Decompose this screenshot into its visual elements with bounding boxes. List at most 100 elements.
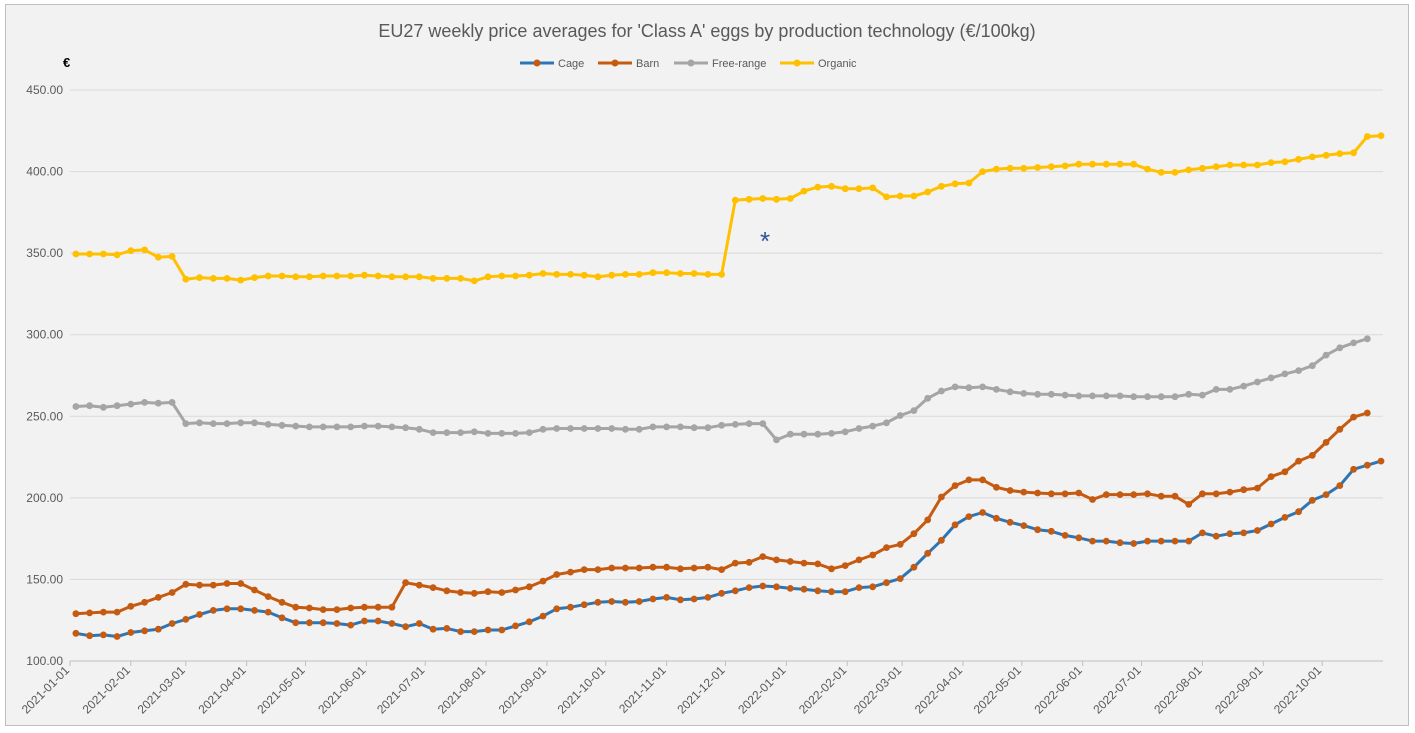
data-point: [677, 423, 684, 431]
data-point: [374, 422, 382, 430]
y-tick-label: 300.00: [26, 328, 63, 342]
data-point: [828, 430, 835, 437]
y-tick-label: 350.00: [26, 246, 63, 260]
data-point: [1308, 362, 1316, 370]
data-point: [910, 563, 918, 571]
data-point: [251, 274, 258, 281]
data-point: [347, 621, 355, 629]
x-tick-label: 2021-02-01: [80, 663, 134, 717]
data-point: [347, 423, 355, 431]
data-point: [690, 595, 698, 603]
data-point: [1212, 163, 1220, 171]
data-point: [429, 584, 437, 591]
data-point: [690, 424, 698, 432]
data-point: [1336, 150, 1344, 158]
x-tick-label: 2022-09-01: [1212, 663, 1266, 717]
data-point: [1350, 149, 1357, 157]
data-point: [1130, 160, 1138, 168]
data-point: [745, 195, 753, 203]
data-point: [1075, 489, 1083, 497]
data-point: [704, 271, 712, 278]
data-point: [580, 601, 588, 609]
data-point: [113, 251, 121, 259]
data-point: [278, 614, 286, 622]
data-point: [649, 269, 657, 277]
legend-label: Organic: [818, 58, 857, 70]
data-point: [1185, 537, 1193, 545]
data-point: [457, 429, 464, 436]
data-point: [883, 579, 890, 587]
data-point: [896, 412, 904, 419]
data-point: [663, 594, 670, 601]
x-tick-label: 2021-07-01: [374, 663, 428, 717]
data-point: [841, 185, 849, 193]
data-point: [443, 625, 451, 632]
data-point: [361, 603, 368, 611]
chart-frame: [5, 4, 1409, 726]
data-point: [855, 584, 863, 591]
x-tick-label: 2022-07-01: [1090, 663, 1144, 717]
data-point: [1377, 132, 1385, 140]
data-point: [1267, 159, 1275, 167]
data-point: [1185, 501, 1193, 508]
data-point: [580, 425, 588, 432]
data-point: [1281, 158, 1289, 166]
data-point: [594, 566, 602, 573]
data-point: [209, 581, 217, 589]
data-point: [1006, 487, 1014, 494]
data-point: [168, 399, 176, 406]
data-point: [1171, 492, 1179, 500]
series-line: [75, 459, 1382, 638]
x-tick-label: 2021-04-01: [195, 663, 249, 717]
data-point: [1047, 490, 1055, 498]
data-point: [319, 272, 327, 280]
y-tick-label: 200.00: [26, 491, 63, 505]
data-point: [759, 553, 767, 560]
data-point: [814, 430, 822, 438]
data-point: [663, 269, 670, 277]
legend-label: Barn: [636, 58, 659, 70]
data-point: [402, 273, 409, 281]
series-layer: [72, 132, 1385, 640]
y-tick-label: 100.00: [26, 654, 63, 668]
data-point: [622, 425, 629, 433]
data-point: [608, 598, 616, 605]
data-point: [1240, 161, 1248, 169]
data-point: [306, 604, 313, 612]
data-point: [484, 626, 492, 634]
legend-item-organic: Organic: [780, 58, 857, 70]
data-point: [1102, 392, 1110, 400]
data-point: [154, 625, 162, 633]
legend-item-barn: Barn: [598, 58, 659, 70]
data-point: [924, 394, 932, 402]
x-tick-label: 2021-11-01: [616, 663, 669, 716]
data-point: [580, 566, 588, 573]
data-point: [1377, 457, 1385, 465]
data-point: [677, 565, 684, 573]
data-point: [1199, 529, 1206, 537]
data-point: [924, 549, 932, 557]
data-point: [457, 589, 464, 596]
data-point: [415, 620, 423, 627]
data-point: [773, 195, 780, 203]
data-point: [1336, 344, 1344, 352]
data-point: [498, 272, 506, 280]
data-point: [1336, 482, 1344, 489]
data-point: [223, 275, 231, 282]
data-point: [567, 425, 574, 432]
data-point: [1034, 164, 1041, 171]
x-tick-label: 2021-05-01: [254, 663, 308, 717]
data-point: [1322, 351, 1330, 359]
data-point: [512, 586, 519, 594]
data-point: [608, 564, 616, 572]
data-point: [622, 564, 629, 572]
data-point: [1295, 508, 1302, 516]
data-point: [196, 274, 203, 281]
data-point: [1322, 439, 1330, 446]
data-point: [731, 587, 739, 595]
data-point: [938, 536, 945, 544]
data-point: [1157, 537, 1165, 545]
data-point: [1363, 335, 1371, 343]
data-point: [896, 541, 904, 548]
